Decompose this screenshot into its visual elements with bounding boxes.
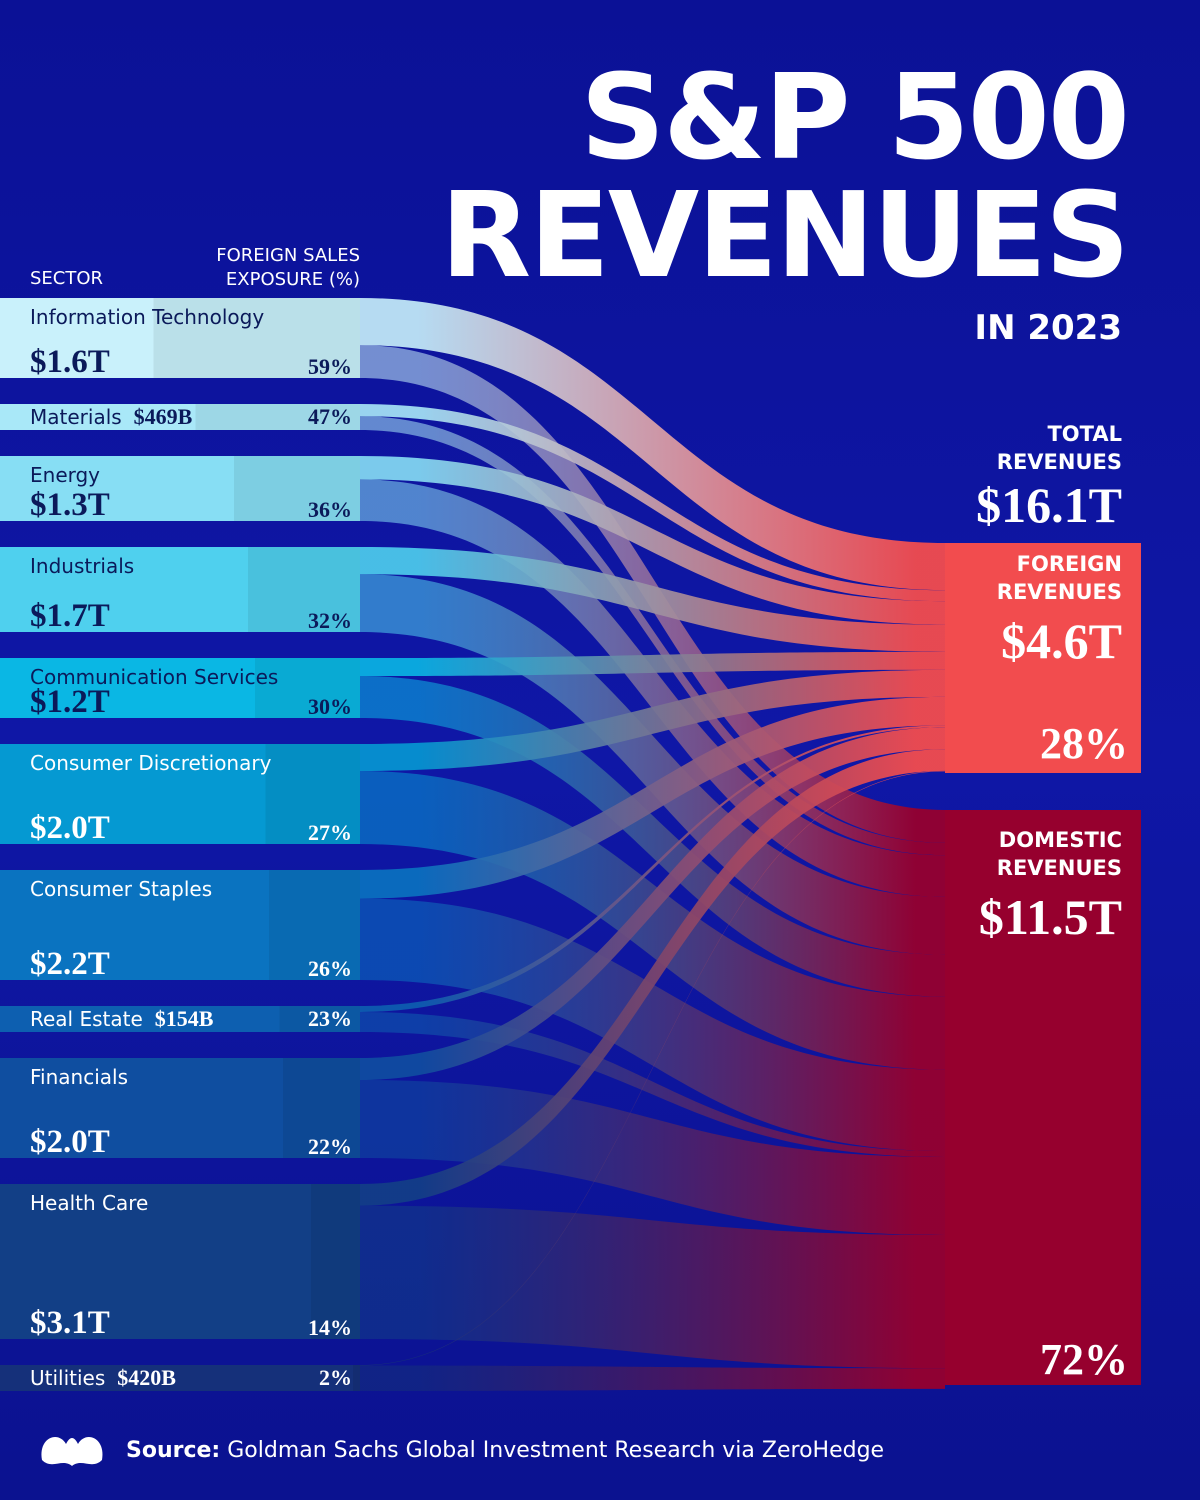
sector-value: $469B [134,404,193,429]
sector-exposure: 47% [308,404,352,429]
sector-name: Communication Services [30,665,278,689]
sector-bar [0,456,360,521]
sector-name: Health Care [30,1191,148,1215]
foreign-flow [360,669,945,771]
exposure-bar [248,547,360,632]
sector-bar [0,1184,360,1339]
sector-name: Financials [30,1065,128,1089]
foreign-flow [360,727,945,1080]
foreign-flow [360,547,945,652]
foreign-flow [360,749,945,1206]
exposure-bar [353,1365,360,1391]
sector-name: Materials [30,405,122,429]
domestic-flow [360,574,945,955]
domestic-flow [360,479,945,897]
sector-bar [0,547,360,632]
sector-value: $2.0T [30,1124,110,1160]
foreign-flow [360,651,945,676]
sector-name: Utilities [30,1366,105,1390]
exposure-bar [195,404,360,430]
domestic-node [945,810,1141,1385]
sector-value: $2.0T [30,810,110,846]
domestic-label: DOMESTIC REVENUES [996,828,1122,880]
sector-exposure: 23% [308,1006,352,1031]
total-label: TOTAL REVENUES [996,422,1122,474]
domestic-flow [360,1011,945,1157]
sector-bar [0,1058,360,1158]
source-label: Source: [126,1438,221,1463]
sector-bar [0,1006,360,1032]
sector-bar [0,870,360,980]
subtitle: IN 2023 [974,308,1122,348]
domestic-flow [360,1080,945,1235]
sector-value: $2.2T [30,946,110,982]
foreign-flow [360,725,945,1012]
sector-value: $1.6T [30,344,110,380]
sector-value: $1.7T [30,598,110,634]
sector-name: Consumer Discretionary [30,751,272,775]
exposure-bar [234,456,360,521]
sector-exposure: 2% [319,1365,352,1390]
domestic-flow [360,771,945,1070]
sector-name: Information Technology [30,305,264,329]
sector-value: $1.3T [30,487,110,523]
source-text: Goldman Sachs Global Investment Research… [227,1438,885,1463]
sector-name: Consumer Staples [30,877,212,901]
exposure-bar [255,658,360,718]
exposure-bar [283,1058,360,1158]
flows [360,298,945,1391]
source: Source: Goldman Sachs Global Investment … [126,1438,884,1463]
foreign-flow [360,770,945,1366]
foreign-flow [360,404,945,602]
sector-exposure: 26% [308,956,352,981]
sector-exposure: 32% [308,608,352,633]
title: S&P 500 REVENUES [440,48,1130,304]
sector-name: Industrials [30,554,134,578]
domestic-flow [360,1205,945,1369]
exposure-bar [153,298,360,378]
sector-bar [0,298,360,378]
domestic-flow [360,676,945,997]
foreign-value: $4.6T [1001,613,1122,669]
sector-name: Energy [30,463,100,487]
total-value: $16.1T [976,477,1122,533]
column-header: SECTOR [30,268,104,289]
bars: Information Technology $1.6T 59% Materials $… [0,298,1141,1391]
domestic-flow [360,416,945,856]
sector-name: Real Estate [30,1007,143,1031]
sector-bar [0,658,360,718]
sector-bar [0,744,360,844]
foreign-flow [360,696,945,899]
exposure-bar [269,870,360,980]
domestic-flow [360,898,945,1152]
sector-value: $420B [117,1365,176,1390]
sector-exposure: 14% [308,1315,352,1340]
sector-bar [0,1365,360,1391]
foreign-node [945,543,1141,773]
sector-value: $1.2T [30,684,110,720]
sector-exposure: 27% [308,820,352,845]
exposure-bar [279,1006,360,1032]
sector-exposure: 59% [308,354,352,379]
foreign-label: FOREIGN REVENUES [996,552,1122,604]
exposure-bar [265,744,360,844]
sector-exposure: 22% [308,1134,352,1159]
sector-exposure: 36% [308,497,352,522]
logo [41,1437,103,1466]
foreign-flow [360,298,945,591]
sector-exposure: 30% [308,694,352,719]
column-header: FOREIGN SALES EXPOSURE (%) [216,245,360,290]
sector-value: $3.1T [30,1305,110,1341]
sector-bar [0,404,360,430]
exposure-bar [311,1184,360,1339]
foreign-flow [360,456,945,625]
domestic-flow [360,1365,945,1391]
domestic-value: $11.5T [978,889,1122,945]
sector-value: $154B [155,1006,214,1031]
domestic-share: 72% [1040,1335,1128,1384]
foreign-share: 28% [1040,719,1128,768]
